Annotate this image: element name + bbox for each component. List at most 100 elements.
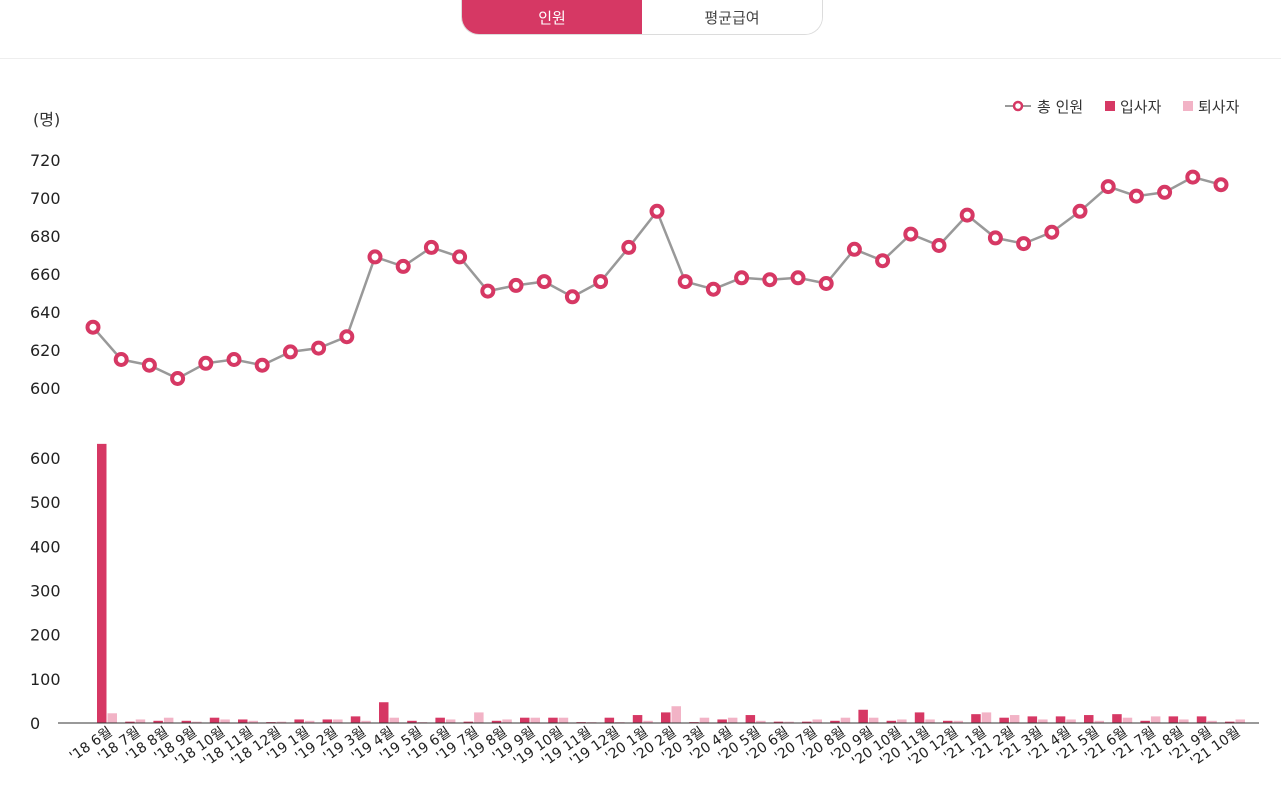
total-headcount-point[interactable] [959,207,975,223]
total-headcount-point[interactable] [1044,224,1060,240]
total-headcount-point[interactable] [141,357,157,373]
join-bar[interactable] [520,717,530,723]
join-bar[interactable] [435,717,445,723]
leave-bar[interactable] [756,720,766,723]
join-bar[interactable] [1055,716,1066,723]
join-bar[interactable] [604,717,615,723]
leave-bar[interactable] [530,717,541,723]
join-bar[interactable] [1196,716,1207,723]
leave-bar[interactable] [784,721,794,723]
join-bar[interactable] [717,719,727,723]
total-headcount-point[interactable] [1128,188,1144,204]
leave-bar[interactable] [981,712,992,723]
total-headcount-point[interactable] [621,239,637,255]
total-headcount-point[interactable] [564,289,580,305]
total-headcount-point[interactable] [1100,179,1116,195]
join-bar[interactable] [97,443,107,723]
total-headcount-point[interactable] [170,371,186,386]
legend-leave[interactable]: 퇴사자 [1183,98,1240,116]
leave-bar[interactable] [868,717,879,723]
total-headcount-point[interactable] [226,352,242,367]
leave-bar[interactable] [248,720,259,723]
join-bar[interactable] [1112,714,1122,723]
leave-bar[interactable] [840,717,851,723]
join-bar[interactable] [802,721,812,723]
total-headcount-point[interactable] [705,281,721,297]
leave-bar[interactable] [474,712,484,723]
leave-bar[interactable] [1009,715,1020,723]
leave-bar[interactable] [1094,720,1105,723]
total-headcount-point[interactable] [85,319,101,335]
total-headcount-point[interactable] [395,258,411,274]
total-headcount-point[interactable] [508,277,524,293]
join-bar[interactable] [350,716,361,723]
total-headcount-point[interactable] [903,226,919,242]
total-headcount-point[interactable] [282,344,298,360]
total-headcount-point[interactable] [311,340,327,356]
join-bar[interactable] [1084,715,1094,723]
join-bar[interactable] [830,720,840,723]
total-headcount-point[interactable] [762,272,778,288]
total-headcount-point[interactable] [931,238,947,253]
total-headcount-point[interactable] [677,274,693,290]
join-bar[interactable] [491,720,502,723]
join-bar[interactable] [294,719,304,723]
total-headcount-point[interactable] [480,283,496,299]
join-bar[interactable] [858,709,868,723]
total-headcount-point[interactable] [1213,177,1229,193]
join-bar[interactable] [914,712,925,723]
join-bar[interactable] [1225,721,1235,723]
join-bar[interactable] [125,721,135,723]
tab-average-salary[interactable]: 평균급여 [642,0,822,34]
leave-bar[interactable] [304,720,315,723]
join-bar[interactable] [238,719,248,723]
leave-bar[interactable] [276,721,287,723]
total-headcount-point[interactable] [593,274,609,290]
total-headcount-point[interactable] [649,203,665,219]
legend-total[interactable]: 총 인원 [1005,98,1083,116]
leave-bar[interactable] [107,713,118,723]
leave-bar[interactable] [502,719,512,723]
leave-bar[interactable] [812,719,823,723]
leave-bar[interactable] [643,720,653,723]
leave-bar[interactable] [558,717,569,723]
total-headcount-point[interactable] [734,270,750,286]
join-bar[interactable] [1140,720,1150,723]
leave-bar[interactable] [361,720,371,723]
leave-bar[interactable] [192,721,202,723]
leave-bar[interactable] [1066,719,1076,723]
leave-bar[interactable] [699,717,710,723]
leave-bar[interactable] [163,717,174,723]
join-bar[interactable] [1168,716,1179,723]
leave-bar[interactable] [1038,719,1048,723]
total-headcount-point[interactable] [536,274,552,290]
join-bar[interactable] [971,714,981,723]
total-headcount-point[interactable] [846,241,862,257]
join-bar[interactable] [773,721,784,723]
join-bar[interactable] [548,717,558,723]
total-headcount-point[interactable] [367,249,383,265]
join-bar[interactable] [181,720,192,723]
leave-bar[interactable] [727,717,738,723]
leave-bar[interactable] [333,719,343,723]
total-headcount-point[interactable] [1016,236,1032,252]
join-bar[interactable] [209,717,220,723]
join-bar[interactable] [632,715,643,723]
total-headcount-point[interactable] [875,253,891,269]
leave-bar[interactable] [389,717,400,723]
leave-bar[interactable] [925,719,935,723]
total-headcount-point[interactable] [818,276,834,291]
join-bar[interactable] [379,702,389,723]
join-bar[interactable] [1027,716,1038,723]
leave-bar[interactable] [1235,719,1246,723]
total-headcount-point[interactable] [198,355,214,371]
join-bar[interactable] [153,720,163,723]
leave-bar[interactable] [671,706,682,723]
total-headcount-point[interactable] [339,329,355,345]
join-bar[interactable] [886,720,897,723]
total-headcount-point[interactable] [113,352,129,367]
join-bar[interactable] [943,720,953,723]
leave-bar[interactable] [1207,720,1217,723]
join-bar[interactable] [407,720,417,723]
tab-headcount[interactable]: 인원 [462,0,642,34]
